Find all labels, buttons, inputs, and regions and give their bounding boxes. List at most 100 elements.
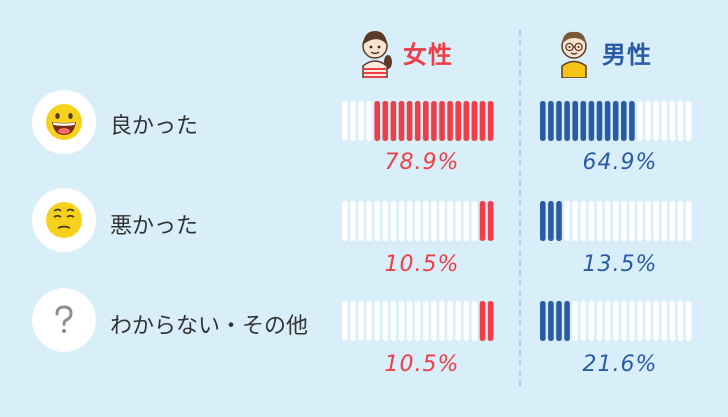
bar-female-unknown-segment-empty: [366, 301, 372, 341]
bar-male-good-segment-empty: [653, 101, 659, 141]
bar-male-unknown-segment-empty: [604, 301, 611, 341]
bar-male-unknown-segment-filled: [540, 301, 546, 341]
bar-male-good-segment-empty: [685, 101, 692, 141]
bar-female-good-segment-filled: [398, 101, 405, 141]
bar-male-good-segment-filled: [580, 101, 587, 141]
bar-female-bad-segment-empty: [382, 201, 389, 241]
bar-male-bad: [540, 201, 692, 241]
male-header: 男性: [556, 24, 652, 80]
bar-female-good-segment-filled: [390, 101, 397, 141]
bar-male-unknown-segment-empty: [677, 301, 684, 341]
boy-icon: [561, 31, 587, 78]
bar-female-bad-segment-empty: [463, 201, 470, 241]
bar-female-bad-segment-filled: [487, 201, 494, 241]
bar-female-good-segment-filled: [463, 101, 470, 141]
bar-female-good-segment-filled: [374, 101, 380, 141]
bar-female-unknown-segment-empty: [439, 301, 445, 341]
bar-female-good-segment-empty: [350, 101, 356, 141]
pct-female-bad: 10.5%: [384, 252, 460, 277]
bar-male-good-segment-empty: [645, 101, 651, 141]
bar-male-unknown-segment-empty: [621, 301, 627, 341]
bar-female-unknown-segment-empty: [447, 301, 453, 341]
bar-male-bad-segment-empty: [621, 201, 627, 241]
bar-female-unknown-segment-empty: [406, 301, 413, 341]
bar-male-bad-segment-empty: [612, 201, 619, 241]
bar-female-good-segment-filled: [479, 101, 486, 141]
bar-female-unknown-segment-empty: [350, 301, 356, 341]
bar-male-unknown-segment-empty: [596, 301, 603, 341]
bar-male-unknown-segment-empty: [661, 301, 668, 341]
bar-female-good-segment-filled: [382, 101, 389, 141]
bar-male-good-segment-filled: [548, 101, 554, 141]
bar-male-bad-segment-empty: [572, 201, 578, 241]
row-icon-bad: [32, 188, 96, 252]
bar-female-bad-segment-empty: [350, 201, 356, 241]
pct-male-bad: 13.5%: [582, 252, 658, 277]
bar-female-unknown-segment-empty: [423, 301, 429, 341]
bar-male-good-segment-filled: [540, 101, 546, 141]
bar-female-good-segment-empty: [342, 101, 348, 141]
bar-female-good-segment-filled: [471, 101, 478, 141]
bar-female-unknown-segment-filled: [479, 301, 486, 341]
bar-male-bad-segment-filled: [548, 201, 554, 241]
bar-male-good-segment-filled: [612, 101, 619, 141]
bar-male-bad-segment-empty: [637, 201, 643, 241]
bar-male-good-segment-filled: [629, 101, 635, 141]
bar-male-bad-segment-empty: [677, 201, 684, 241]
worried-face-icon: [46, 202, 82, 238]
bar-male-good-segment-filled: [604, 101, 611, 141]
bar-female-unknown-segment-empty: [342, 301, 348, 341]
bar-female-bad-segment-empty: [390, 201, 397, 241]
bar-female-unknown-segment-empty: [374, 301, 380, 341]
bar-male-bad-segment-empty: [661, 201, 668, 241]
bar-female-bad-segment-empty: [431, 201, 437, 241]
bar-female-bad-segment-empty: [406, 201, 413, 241]
bar-female-good-segment-empty: [366, 101, 372, 141]
bar-male-unknown: [540, 301, 692, 341]
bar-male-bad-segment-empty: [645, 201, 651, 241]
bar-female-good-segment-empty: [358, 101, 364, 141]
bar-male-bad-segment-empty: [604, 201, 611, 241]
question-mark-icon: [55, 305, 73, 333]
bar-female-good-segment-filled: [439, 101, 445, 141]
male-label: 男性: [602, 40, 652, 69]
bar-female-bad-segment-empty: [455, 201, 461, 241]
bar-female-good: [342, 101, 494, 141]
bar-male-good-segment-empty: [661, 101, 668, 141]
bar-male-good-segment-empty: [669, 101, 676, 141]
bar-male-unknown-segment-empty: [580, 301, 587, 341]
pct-female-good: 78.9%: [384, 150, 460, 175]
bar-female-bad-segment-empty: [414, 201, 421, 241]
bar-male-unknown-segment-filled: [548, 301, 554, 341]
row-label-bad: 悪かった: [110, 214, 199, 239]
bar-female-bad-segment-empty: [471, 201, 478, 241]
bar-male-unknown-segment-empty: [669, 301, 676, 341]
bar-male-unknown-segment-empty: [612, 301, 619, 341]
bar-male-bad-segment-empty: [580, 201, 587, 241]
bar-female-unknown: [342, 301, 494, 341]
bar-female-good-segment-filled: [431, 101, 437, 141]
row-label-good: 良かった: [110, 114, 199, 139]
bar-male-unknown-segment-filled: [556, 301, 562, 341]
bar-male-unknown-segment-empty: [645, 301, 651, 341]
bar-female-bad-segment-filled: [479, 201, 486, 241]
row-label-unknown: わからない・その他: [110, 314, 309, 339]
bar-female-unknown-segment-empty: [471, 301, 478, 341]
female-header: 女性: [357, 24, 453, 80]
bar-female-bad-segment-empty: [342, 201, 348, 241]
column-divider: [519, 30, 521, 386]
bar-female-bad-segment-empty: [374, 201, 380, 241]
bar-male-unknown-segment-filled: [564, 301, 570, 341]
bar-male-good-segment-empty: [637, 101, 643, 141]
pct-female-unknown: 10.5%: [384, 352, 460, 377]
bar-male-bad-segment-filled: [556, 201, 562, 241]
grinning-face-icon: [46, 104, 82, 140]
pct-male-good: 64.9%: [582, 150, 658, 175]
bar-female-good-segment-filled: [455, 101, 461, 141]
bar-female-unknown-segment-empty: [463, 301, 470, 341]
bar-female-unknown-segment-filled: [487, 301, 494, 341]
bar-male-bad-segment-empty: [669, 201, 676, 241]
bar-male-unknown-segment-empty: [588, 301, 595, 341]
row-icon-unknown: [32, 288, 96, 352]
